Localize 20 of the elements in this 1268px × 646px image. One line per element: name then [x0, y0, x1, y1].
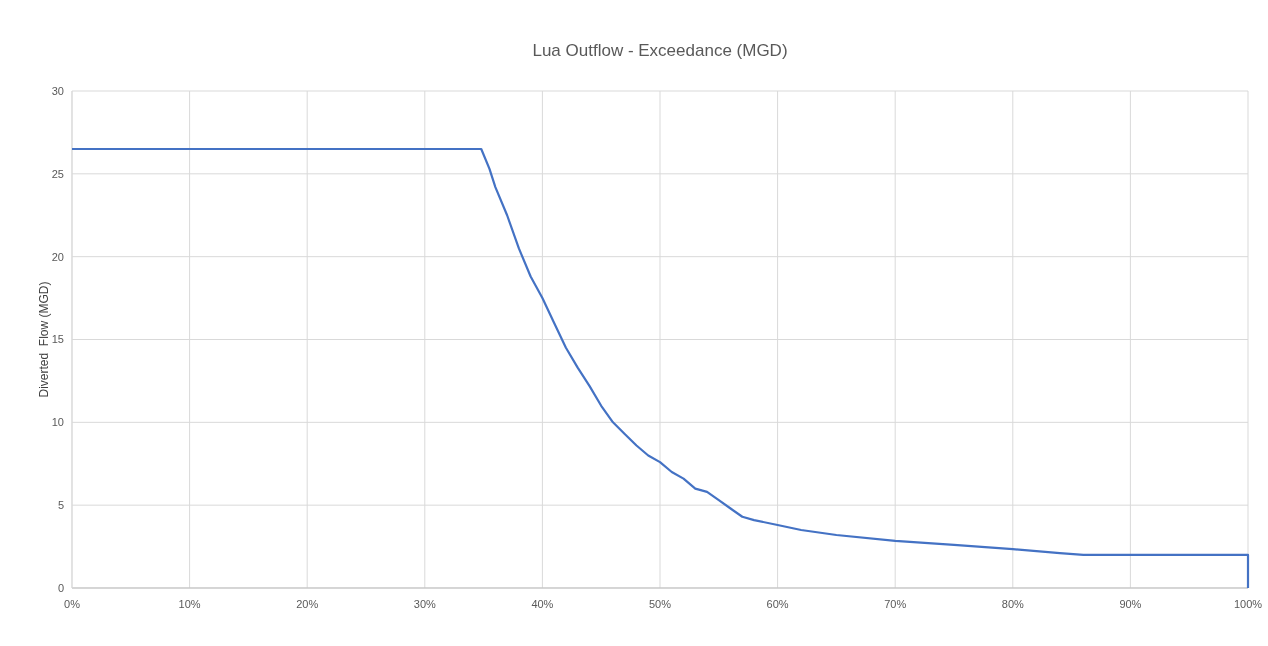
x-tick-label: 80% [1001, 598, 1025, 610]
y-tick-label: 10 [51, 416, 64, 429]
x-tick-label: 20% [296, 598, 319, 610]
x-tick-label: 10% [178, 598, 201, 610]
x-tick-label: 50% [648, 598, 672, 610]
chart-title: Lua Outflow - Exceedance (MGD) [532, 41, 788, 60]
x-tick-label: 40% [531, 598, 554, 610]
y-tick-label: 0 [57, 581, 64, 594]
x-tick-label: 70% [884, 598, 907, 610]
y-tick-label: 20 [51, 250, 64, 263]
x-tick-label: 100% [1233, 598, 1263, 610]
x-tick-label: 30% [413, 598, 437, 610]
y-tick-label: 15 [51, 333, 64, 346]
x-tick-label: 90% [1119, 598, 1142, 610]
y-axis-title: Diverted Flow (MGD) [37, 281, 51, 398]
y-tick-label: 5 [57, 499, 64, 512]
x-tick-label: 0% [64, 598, 81, 610]
y-tick-label: 30 [51, 84, 64, 97]
y-tick-label: 25 [51, 167, 64, 180]
x-tick-label: 60% [766, 598, 789, 610]
